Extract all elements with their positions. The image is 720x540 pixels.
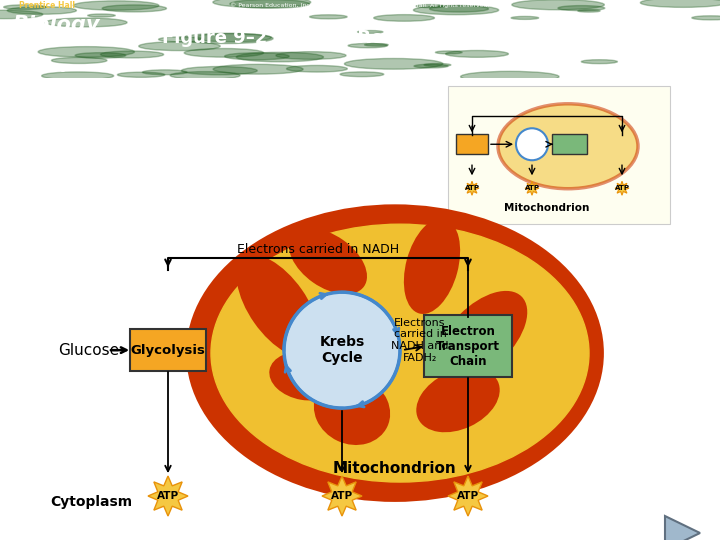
Circle shape: [117, 72, 165, 77]
Circle shape: [181, 66, 257, 75]
Circle shape: [170, 72, 240, 79]
Circle shape: [284, 292, 400, 408]
FancyBboxPatch shape: [424, 315, 512, 377]
Circle shape: [7, 6, 76, 14]
Text: Pyruvic
acid: Pyruvic acid: [215, 284, 261, 312]
Ellipse shape: [498, 104, 638, 188]
Circle shape: [446, 50, 508, 57]
Text: Glycolysis: Glycolysis: [130, 343, 205, 356]
Circle shape: [102, 5, 166, 12]
Ellipse shape: [269, 352, 341, 401]
Polygon shape: [615, 181, 629, 195]
Polygon shape: [665, 516, 700, 540]
Text: ATP: ATP: [614, 185, 629, 191]
Circle shape: [0, 10, 42, 19]
Circle shape: [344, 58, 443, 69]
Circle shape: [101, 51, 163, 58]
Circle shape: [73, 1, 159, 10]
Polygon shape: [525, 181, 539, 195]
Text: Cytoplasm: Cytoplasm: [50, 495, 132, 509]
Circle shape: [287, 65, 347, 72]
Circle shape: [430, 5, 489, 12]
Text: ATP: ATP: [524, 185, 539, 191]
Ellipse shape: [187, 206, 603, 501]
Circle shape: [143, 70, 187, 75]
Circle shape: [413, 5, 499, 15]
Circle shape: [424, 64, 451, 66]
Text: Mitochondrion: Mitochondrion: [333, 461, 457, 476]
Text: Glucose: Glucose: [58, 342, 119, 357]
Circle shape: [581, 60, 617, 64]
Circle shape: [75, 53, 126, 58]
Text: Section 9-1: Section 9-1: [18, 65, 66, 74]
Text: ATP: ATP: [331, 491, 353, 501]
Circle shape: [340, 72, 384, 77]
Text: Biology: Biology: [13, 15, 101, 35]
Ellipse shape: [289, 228, 367, 294]
Circle shape: [414, 64, 448, 68]
Text: ATP: ATP: [157, 491, 179, 501]
Circle shape: [640, 0, 720, 8]
Text: ATP: ATP: [457, 491, 479, 501]
Polygon shape: [148, 476, 188, 516]
FancyBboxPatch shape: [130, 329, 206, 371]
Text: Electron
Transport
Chain: Electron Transport Chain: [436, 325, 500, 368]
Circle shape: [692, 16, 720, 20]
Polygon shape: [465, 181, 479, 195]
Ellipse shape: [211, 224, 589, 482]
Circle shape: [184, 49, 264, 57]
Circle shape: [558, 5, 605, 11]
Text: Krebs
Cycle: Krebs Cycle: [320, 335, 364, 365]
FancyBboxPatch shape: [448, 86, 670, 224]
FancyBboxPatch shape: [552, 134, 587, 154]
Circle shape: [461, 71, 559, 82]
Ellipse shape: [237, 255, 320, 357]
Circle shape: [139, 42, 220, 51]
Circle shape: [158, 37, 204, 42]
Circle shape: [194, 33, 271, 42]
Text: Prentice Hall: Prentice Hall: [19, 1, 75, 10]
Text: Electrons carried in NADH: Electrons carried in NADH: [237, 243, 399, 256]
Circle shape: [348, 44, 387, 48]
Circle shape: [230, 0, 310, 8]
Text: ATP: ATP: [464, 185, 480, 191]
Circle shape: [416, 4, 445, 8]
Ellipse shape: [314, 375, 390, 445]
Circle shape: [436, 51, 462, 54]
FancyBboxPatch shape: [456, 134, 488, 154]
Circle shape: [578, 10, 600, 12]
Circle shape: [45, 18, 127, 27]
Circle shape: [38, 46, 135, 57]
Circle shape: [236, 52, 323, 62]
Circle shape: [52, 57, 107, 64]
Polygon shape: [448, 476, 488, 516]
Circle shape: [364, 44, 388, 46]
Circle shape: [374, 15, 434, 21]
Ellipse shape: [416, 368, 500, 432]
Text: Electrons
carried in
NADH and
FADH₂: Electrons carried in NADH and FADH₂: [391, 318, 449, 362]
Circle shape: [512, 0, 604, 10]
Ellipse shape: [404, 218, 460, 314]
Circle shape: [511, 16, 539, 19]
Circle shape: [516, 129, 548, 160]
Circle shape: [4, 5, 46, 9]
Circle shape: [213, 0, 311, 8]
Text: Figure 9–2 Cellular Respiration: An Overview: Figure 9–2 Cellular Respiration: An Over…: [163, 29, 615, 46]
Circle shape: [88, 14, 115, 17]
Circle shape: [310, 15, 347, 19]
Circle shape: [225, 53, 289, 60]
Text: © Pearson Education, Inc., publishing as Pearson Prentice Hall. All rights reser: © Pearson Education, Inc., publishing as…: [230, 2, 490, 8]
Circle shape: [358, 31, 383, 33]
Circle shape: [179, 33, 273, 44]
Circle shape: [42, 72, 114, 80]
Circle shape: [276, 52, 346, 59]
Polygon shape: [322, 476, 362, 516]
Ellipse shape: [437, 291, 527, 381]
Text: Mitochondrion: Mitochondrion: [504, 203, 590, 213]
Circle shape: [213, 64, 303, 74]
